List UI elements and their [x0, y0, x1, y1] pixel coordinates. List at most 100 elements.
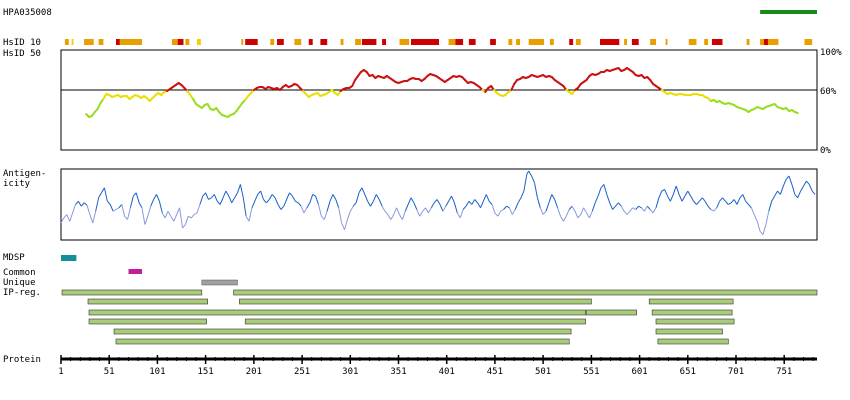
antigenicity-segment-217: [687, 190, 692, 197]
antigenicity-segment-40: [176, 207, 181, 215]
antigenicity-segment-226: [713, 207, 718, 212]
antigenicity-segment-138: [459, 209, 464, 219]
antigenicity-segment-231: [728, 202, 732, 205]
antigenicity-segment-237: [745, 200, 749, 205]
hsid10-segment-38: [688, 39, 697, 45]
antigenicity-segment-101: [352, 202, 357, 207]
antigenicity-segment-130: [436, 199, 441, 205]
antigenicity-segment-7: [80, 202, 85, 207]
antigenicity-segment-86: [309, 194, 314, 203]
antigenicity-segment-194: [620, 205, 625, 212]
antigenicity-segment-61: [237, 184, 241, 193]
antigenicity-segment-209: [664, 189, 668, 197]
antigenicity-segment-182: [586, 212, 590, 219]
antigenicity-segment-106: [367, 200, 371, 207]
hsid10-segment-42: [760, 39, 779, 45]
antigenicity-segment-42: [182, 224, 186, 229]
ipreg-bar-3-0: [88, 318, 207, 325]
antigenicity-segment-154: [506, 205, 510, 209]
antigenicity-segment-35: [161, 212, 166, 219]
antigenicity-segment-252: [788, 175, 793, 185]
hsid10-segment-36: [650, 39, 656, 45]
antigenicity-segment-83: [300, 206, 305, 214]
antigenicity-segment-79: [289, 192, 293, 197]
antigenicity-segment-57: [225, 190, 230, 197]
antigenicity-segment-162: [528, 170, 533, 177]
antigenicity-segment-2: [66, 214, 71, 222]
antigenicity-segment-31: [150, 199, 155, 207]
hsid10-segment-5: [119, 39, 142, 45]
antigenicity-segment-149: [491, 204, 496, 214]
axis-tick-label-6: 301: [342, 367, 358, 377]
hsid10-segment-39: [704, 39, 709, 45]
antigenicity-segment-69: [260, 190, 264, 200]
antigenicity-segment-236: [742, 194, 747, 202]
antigenicity-segment-118: [401, 211, 406, 220]
antigenicity-segment-128: [430, 202, 435, 209]
antigenicity-segment-122: [413, 202, 418, 210]
antigenicity-segment-5: [75, 200, 79, 205]
antigenicity-segment-53: [213, 194, 218, 202]
antigenicity-segment-105: [364, 194, 369, 202]
antigenicity-segment-143: [474, 199, 478, 204]
antigenicity-segment-43: [184, 216, 189, 225]
hsid10-segment-43: [764, 39, 768, 45]
antigenicity-segment-26: [135, 192, 140, 203]
antigenicity-segment-137: [456, 212, 461, 219]
hsid50-label-100: 100%: [820, 48, 842, 58]
hsid10-segment-28: [516, 39, 520, 45]
antigenicity-segment-90: [321, 215, 325, 220]
antigenicity-segment-103: [358, 187, 363, 194]
antigenicity-segment-52: [211, 194, 215, 199]
antigenicity-segment-160: [523, 174, 528, 192]
antigenicity-segment-210: [667, 195, 671, 202]
antigenicity-segment-67: [254, 194, 259, 202]
ipreg-bar-3-2: [655, 318, 735, 325]
antigenicity-segment-36: [164, 211, 169, 219]
antigenicity-segment-116: [396, 207, 400, 215]
antigen-id: HPA035008: [3, 8, 52, 18]
hsid10-segment-26: [490, 39, 496, 45]
antigenicity-segment-191: [612, 205, 616, 210]
antigenicity-segment-178: [574, 211, 579, 219]
hsid10-segment-10: [241, 39, 244, 45]
antigenicity-segment-81: [295, 200, 299, 204]
antigenicity-segment-112: [384, 210, 389, 215]
antigenicity-segment-169: [548, 194, 553, 203]
axis-tick-label-0: 1: [58, 367, 63, 377]
hsid10-segment-12: [270, 39, 275, 45]
hsid10-segment-4: [116, 39, 120, 45]
antigenicity-segment-158: [517, 197, 522, 204]
antigenicity-segment-47: [196, 204, 201, 214]
antigenicity-segment-75: [277, 204, 282, 210]
antigenicity-segment-202: [643, 205, 648, 212]
hsid10-segment-9: [197, 39, 201, 45]
hsid10-segment-23: [448, 39, 456, 45]
antigenicity-segment-113: [387, 214, 392, 220]
antigenicity-segment-20: [118, 204, 123, 209]
antigenicity-segment-13: [98, 192, 102, 199]
antigenicity-segment-124: [419, 210, 424, 217]
antigenicity-segment-39: [173, 214, 178, 222]
antigenicity-segment-197: [629, 207, 634, 212]
hsid10-segment-30: [549, 39, 554, 45]
hsid50-label-0: 0%: [820, 146, 831, 156]
hsid10-segment-40: [711, 39, 723, 45]
antigenicity-segment-156: [511, 209, 516, 215]
antigenicity-segment-155: [508, 207, 513, 215]
antigenicity-segment-12: [95, 197, 100, 212]
hsid10-segment-29: [528, 39, 545, 45]
ipreg-bar-0-1: [233, 289, 818, 296]
antigenicity-segment-254: [794, 194, 799, 199]
antigenicity-segment-175: [565, 209, 570, 217]
antigenicity-segment-214: [678, 194, 683, 202]
antigenicity-segment-64: [245, 215, 250, 222]
ipreg-label: IP-reg.: [3, 288, 41, 298]
axis-tick-label-10: 501: [535, 367, 551, 377]
antigenicity-segment-215: [681, 195, 686, 202]
antigenicity-segment-184: [591, 202, 596, 212]
antigenicity-segment-188: [603, 184, 608, 195]
axis-tick-label-14: 701: [728, 367, 744, 377]
antigenicity-segment-250: [782, 179, 787, 187]
hsid10-segment-11: [245, 39, 258, 45]
